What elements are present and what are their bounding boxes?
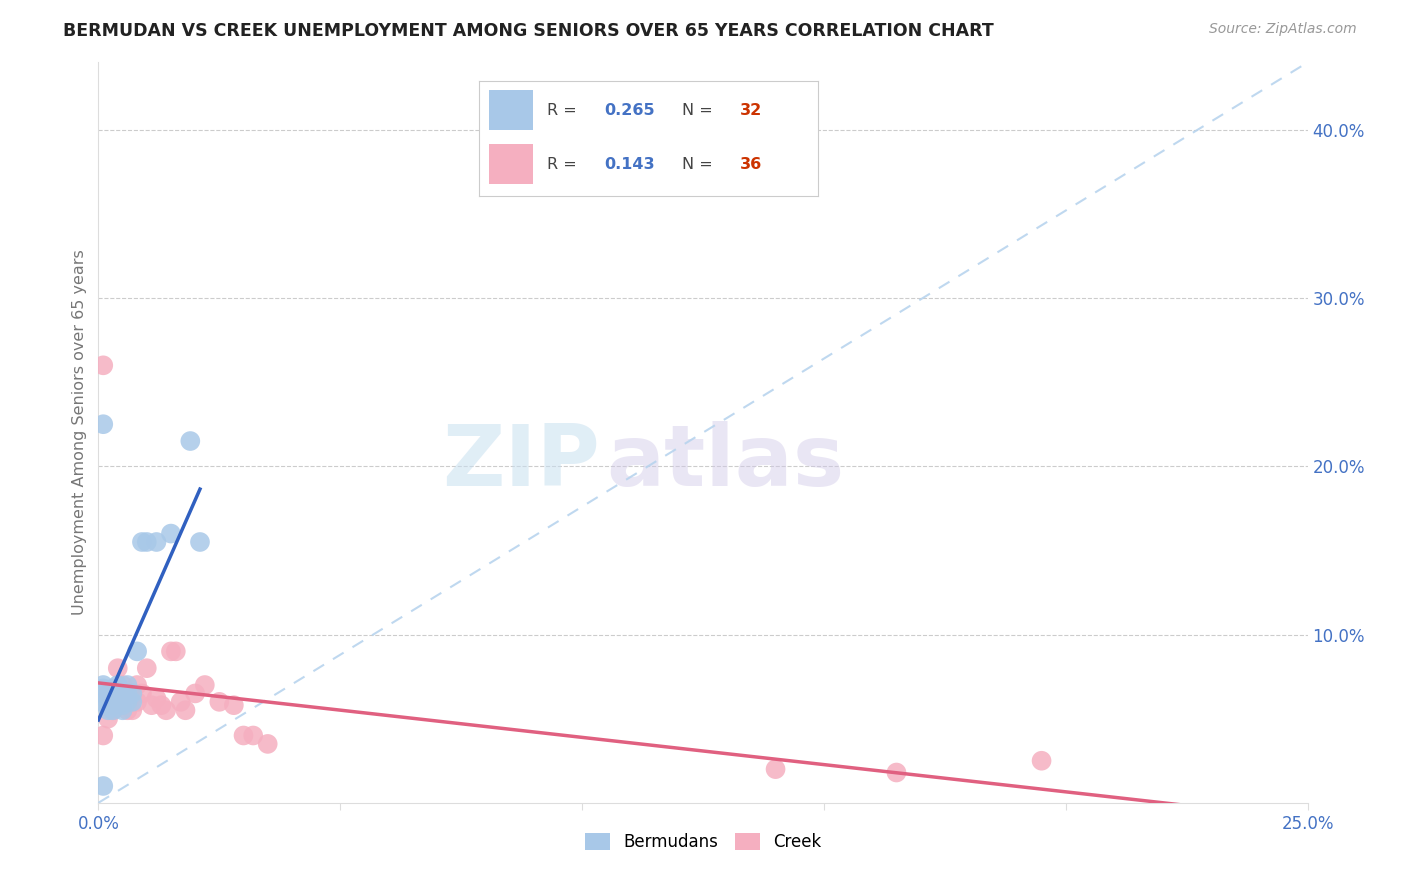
Point: [169, 695, 191, 709]
Point: [765, 762, 787, 776]
Point: [101, 698, 124, 713]
Point: [117, 703, 139, 717]
Point: [97, 686, 120, 700]
Point: [1031, 754, 1053, 768]
Point: [256, 737, 278, 751]
Point: [101, 681, 124, 696]
Point: [101, 703, 124, 717]
Point: [117, 695, 139, 709]
Point: [160, 526, 183, 541]
Text: BERMUDAN VS CREEK UNEMPLOYMENT AMONG SENIORS OVER 65 YEARS CORRELATION CHART: BERMUDAN VS CREEK UNEMPLOYMENT AMONG SEN…: [63, 22, 994, 40]
Point: [91, 359, 114, 373]
Text: atlas: atlas: [606, 421, 845, 504]
Point: [91, 417, 114, 432]
Point: [97, 712, 120, 726]
Point: [222, 698, 245, 713]
Point: [101, 703, 124, 717]
Point: [127, 695, 149, 709]
Point: [121, 686, 143, 700]
Text: Source: ZipAtlas.com: Source: ZipAtlas.com: [1209, 22, 1357, 37]
Point: [111, 686, 134, 700]
Point: [111, 703, 134, 717]
Point: [107, 678, 129, 692]
Point: [160, 644, 183, 658]
Legend: Bermudans, Creek: Bermudans, Creek: [578, 826, 828, 857]
Y-axis label: Unemployment Among Seniors over 65 years: Unemployment Among Seniors over 65 years: [72, 250, 87, 615]
Point: [155, 703, 177, 717]
Point: [208, 695, 231, 709]
Point: [111, 695, 134, 709]
Point: [184, 686, 207, 700]
Point: [194, 678, 217, 692]
Point: [145, 535, 167, 549]
Point: [886, 765, 908, 780]
Point: [127, 644, 149, 658]
Point: [97, 703, 120, 717]
Point: [174, 703, 197, 717]
Point: [97, 686, 120, 700]
Point: [111, 678, 134, 692]
Point: [127, 678, 149, 692]
Point: [101, 695, 124, 709]
Point: [107, 686, 129, 700]
Point: [121, 686, 143, 700]
Point: [90, 695, 112, 709]
Point: [91, 779, 114, 793]
Point: [91, 681, 114, 696]
Point: [107, 661, 129, 675]
Point: [135, 661, 157, 675]
Point: [111, 698, 134, 713]
Point: [232, 729, 254, 743]
Point: [117, 678, 139, 692]
Point: [179, 434, 201, 448]
Point: [135, 535, 157, 549]
Point: [117, 695, 139, 709]
Point: [121, 695, 143, 709]
Point: [91, 686, 114, 700]
Point: [165, 644, 187, 658]
Point: [91, 678, 114, 692]
Point: [101, 691, 124, 706]
Point: [107, 686, 129, 700]
Point: [121, 703, 143, 717]
Point: [242, 729, 264, 743]
Point: [91, 729, 114, 743]
Point: [188, 535, 211, 549]
Point: [145, 691, 167, 706]
Point: [97, 695, 120, 709]
Point: [117, 686, 139, 700]
Point: [111, 691, 134, 706]
Point: [150, 698, 173, 713]
Text: ZIP: ZIP: [443, 421, 600, 504]
Point: [131, 686, 153, 700]
Point: [107, 695, 129, 709]
Point: [141, 698, 163, 713]
Point: [131, 535, 153, 549]
